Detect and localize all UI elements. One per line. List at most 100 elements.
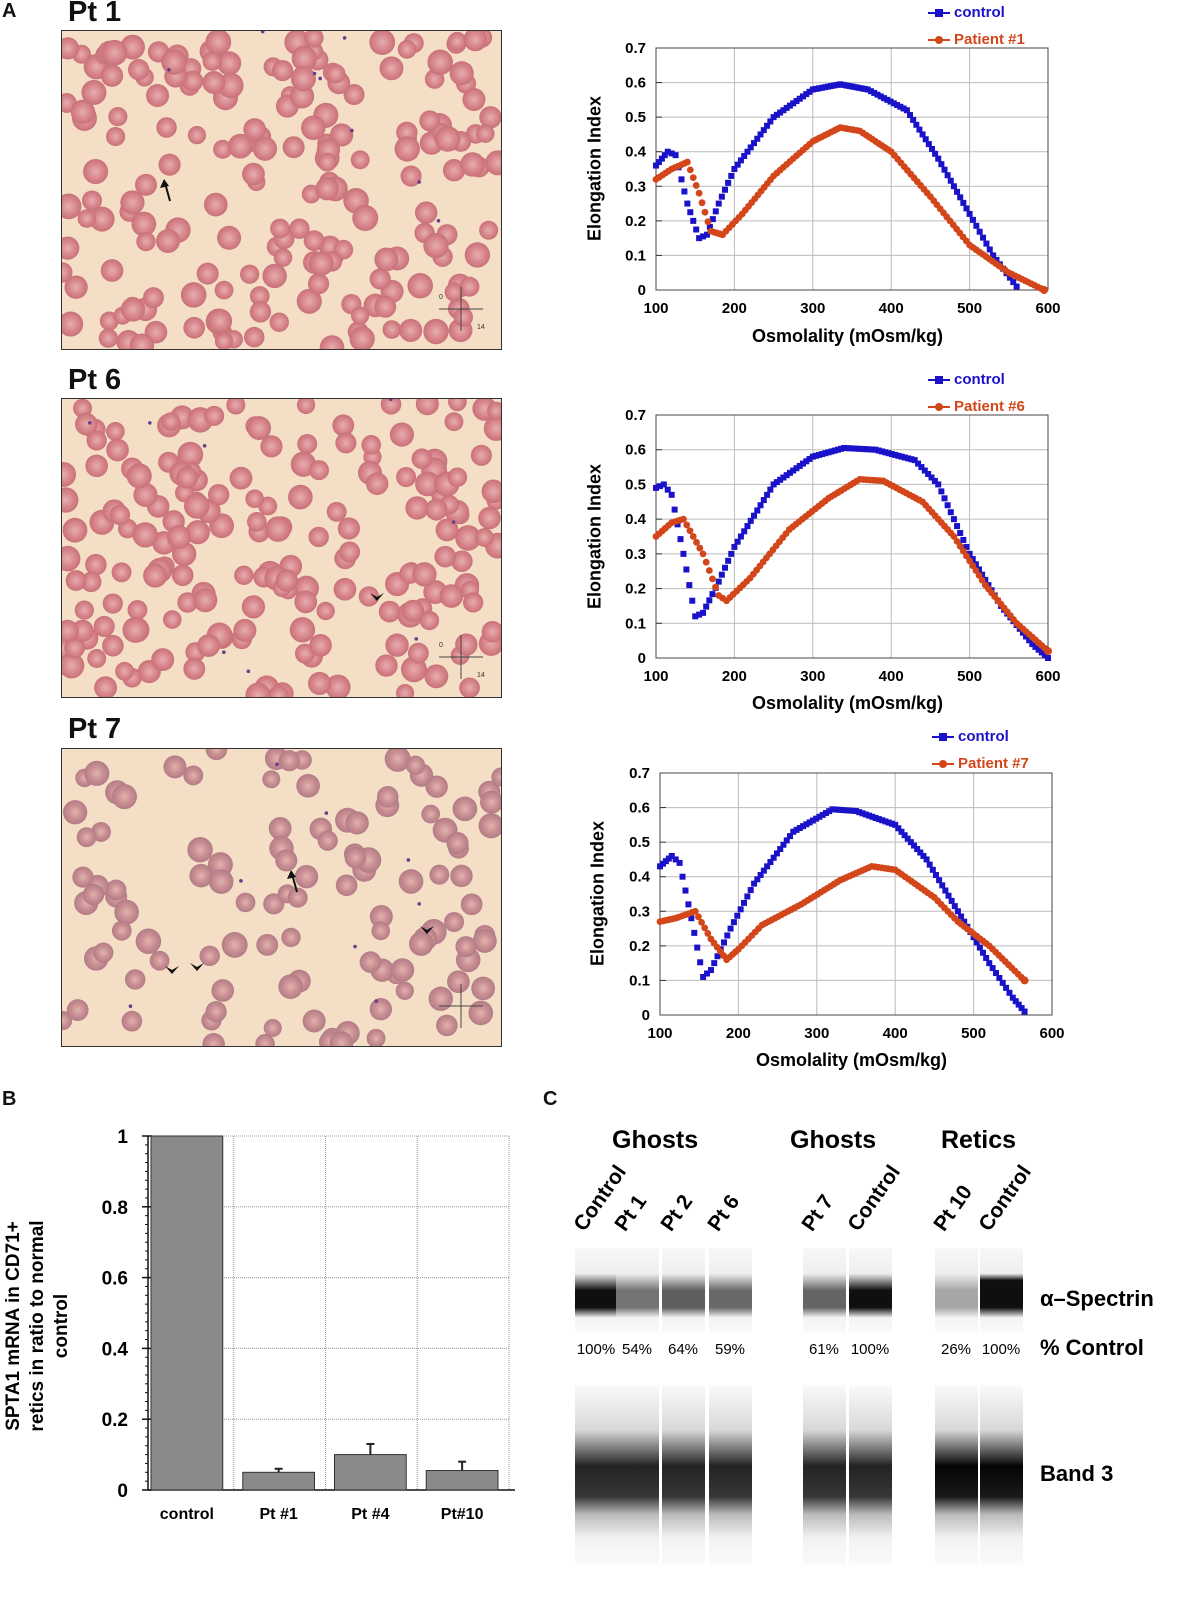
control-marker	[677, 536, 684, 543]
platelet	[451, 520, 456, 524]
red-blood-cell	[135, 928, 162, 955]
control-marker	[915, 460, 922, 467]
red-blood-cell	[451, 550, 473, 573]
control-marker	[989, 965, 996, 972]
red-blood-cell	[202, 51, 222, 71]
control-marker	[688, 915, 695, 922]
control-marker	[680, 550, 687, 557]
control-marker	[966, 210, 973, 217]
red-blood-cell	[317, 152, 337, 172]
control-marker	[787, 833, 794, 840]
red-blood-cell	[375, 654, 398, 677]
y-tick-label: 0.6	[102, 1269, 128, 1290]
red-blood-cell	[86, 430, 107, 451]
control-marker	[687, 209, 694, 216]
red-blood-cell	[480, 790, 501, 814]
red-blood-cell	[132, 522, 158, 548]
control-marker	[655, 159, 662, 166]
red-blood-cell	[453, 307, 474, 327]
control-marker	[1029, 641, 1036, 648]
red-blood-cell	[374, 295, 397, 318]
control-marker	[942, 887, 949, 894]
x-tick-label: 200	[726, 1025, 751, 1042]
red-blood-cell	[407, 642, 429, 664]
control-marker	[855, 84, 862, 91]
red-blood-cell	[133, 482, 158, 507]
red-blood-cell	[199, 945, 220, 967]
control-marker	[809, 86, 816, 93]
control-marker	[1010, 279, 1017, 286]
control-marker	[806, 88, 813, 95]
band3-band	[709, 1385, 752, 1565]
control-marker	[841, 444, 848, 451]
control-marker	[941, 495, 948, 502]
red-blood-cell	[85, 454, 108, 478]
control-marker	[737, 157, 744, 164]
y-tick-label: 0.1	[625, 615, 646, 632]
control-marker	[737, 906, 744, 913]
red-blood-cell	[93, 942, 114, 963]
control-marker	[958, 913, 965, 920]
control-marker	[869, 446, 876, 453]
control-marker	[904, 835, 911, 842]
red-blood-cell	[262, 263, 287, 289]
control-marker	[682, 887, 689, 894]
control-marker	[867, 88, 874, 95]
control-marker	[786, 469, 793, 476]
y-tick-label: 0	[642, 1007, 650, 1024]
red-blood-cell	[143, 563, 168, 588]
control-marker	[859, 446, 866, 453]
red-blood-cell	[176, 466, 199, 489]
control-marker	[796, 95, 803, 102]
control-marker	[892, 821, 899, 828]
control-marker	[910, 116, 917, 123]
red-blood-cell	[161, 49, 187, 75]
control-marker	[770, 481, 777, 488]
red-blood-cell	[315, 176, 339, 201]
red-blood-cell	[450, 864, 473, 888]
control-marker	[881, 95, 888, 102]
patient-marker	[686, 527, 694, 535]
red-blood-cell	[329, 123, 354, 147]
red-blood-cell	[325, 674, 351, 697]
red-blood-cell	[352, 205, 379, 232]
x-tick-label: 600	[1039, 1025, 1064, 1042]
red-blood-cell	[158, 153, 181, 176]
patient-marker	[699, 550, 707, 558]
red-blood-cell	[120, 190, 145, 215]
control-marker	[826, 808, 833, 815]
red-blood-cell	[449, 61, 474, 86]
red-blood-cell	[275, 569, 299, 592]
red-blood-cell	[395, 981, 414, 1000]
micrograph-label-pt7: Pt 7	[68, 713, 122, 745]
red-blood-cell	[205, 31, 232, 56]
red-blood-cell	[294, 865, 319, 889]
x-tick-label: 400	[883, 1025, 908, 1042]
red-blood-cell	[80, 571, 102, 593]
patient-marker	[691, 907, 699, 915]
control-marker	[754, 876, 761, 883]
control-marker	[908, 456, 915, 463]
control-marker	[869, 813, 876, 820]
x-tick-label: 400	[879, 300, 904, 317]
red-blood-cell	[183, 765, 204, 786]
red-blood-cell	[435, 518, 459, 542]
red-blood-cell	[72, 866, 94, 888]
control-marker	[668, 852, 675, 859]
control-marker	[850, 445, 857, 452]
red-blood-cell	[326, 64, 346, 84]
x-tick-label: 300	[804, 1025, 829, 1042]
red-blood-cell	[262, 770, 281, 789]
red-blood-cell	[84, 760, 110, 786]
red-blood-cell	[217, 225, 242, 250]
red-blood-cell	[296, 399, 316, 415]
platelet	[414, 637, 419, 641]
control-marker	[661, 152, 668, 159]
red-blood-cell	[255, 1033, 275, 1046]
red-blood-cell	[83, 158, 109, 185]
platelet	[128, 1004, 133, 1008]
red-blood-cell	[263, 1018, 282, 1038]
blood-smear-image	[62, 749, 501, 1046]
control-marker	[777, 476, 784, 483]
red-blood-cell	[247, 511, 267, 532]
